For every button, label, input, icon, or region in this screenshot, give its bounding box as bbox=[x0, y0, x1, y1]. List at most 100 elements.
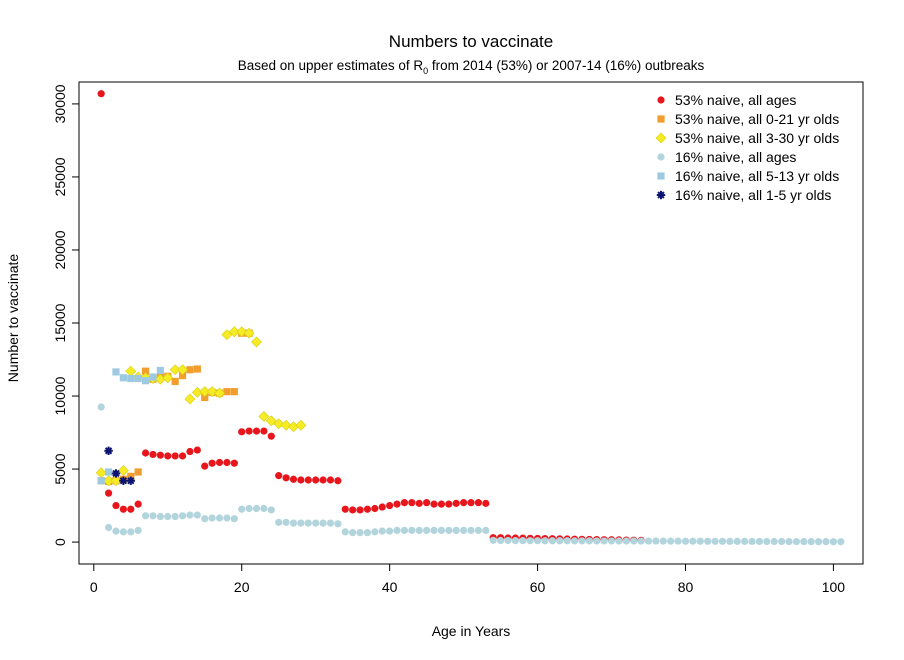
data-point bbox=[393, 526, 401, 535]
data-point bbox=[511, 537, 519, 545]
legend-item: 53% naive, all ages bbox=[657, 92, 796, 108]
data-point bbox=[304, 519, 312, 527]
x-axis-label: Age in Years bbox=[432, 623, 511, 639]
data-point bbox=[215, 514, 224, 522]
data-point bbox=[169, 364, 181, 376]
data-point bbox=[607, 537, 616, 545]
data-point bbox=[585, 537, 593, 545]
data-point bbox=[319, 476, 327, 484]
data-point bbox=[718, 537, 727, 545]
data-point bbox=[600, 537, 608, 545]
data-point bbox=[408, 526, 416, 535]
data-point bbox=[119, 505, 127, 513]
series-1 bbox=[97, 90, 645, 544]
data-point bbox=[437, 500, 446, 508]
data-point bbox=[267, 506, 275, 514]
data-point bbox=[467, 499, 475, 507]
data-point bbox=[289, 519, 298, 527]
x-tick-label: 80 bbox=[678, 579, 694, 595]
chart-subtitle: Based on upper estimates of R0 from 2014… bbox=[238, 58, 705, 76]
data-point bbox=[223, 458, 231, 467]
data-point bbox=[363, 528, 372, 537]
data-point bbox=[134, 468, 142, 476]
data-point bbox=[230, 388, 238, 396]
data-point bbox=[652, 537, 660, 545]
data-point bbox=[474, 499, 482, 507]
legend-marker bbox=[655, 132, 667, 144]
data-point bbox=[223, 514, 231, 522]
data-point bbox=[326, 476, 335, 484]
data-point bbox=[312, 519, 320, 527]
data-point bbox=[275, 518, 283, 526]
data-point bbox=[208, 514, 216, 522]
data-point bbox=[156, 366, 164, 375]
data-point bbox=[178, 371, 187, 380]
data-point bbox=[127, 374, 135, 383]
data-point bbox=[644, 537, 653, 545]
data-point bbox=[452, 499, 460, 507]
data-point bbox=[97, 477, 105, 485]
data-point bbox=[489, 536, 497, 544]
data-point bbox=[295, 419, 307, 431]
data-point bbox=[371, 528, 379, 536]
data-point bbox=[184, 393, 196, 405]
legend-item: 16% naive, all ages bbox=[657, 149, 796, 165]
data-point bbox=[763, 537, 771, 546]
data-point bbox=[119, 374, 127, 382]
legend-marker bbox=[657, 172, 665, 180]
data-point bbox=[748, 537, 756, 546]
data-point bbox=[282, 474, 290, 482]
data-point bbox=[162, 372, 174, 384]
legend-item: 53% naive, all 0-21 yr olds bbox=[657, 111, 839, 127]
data-point bbox=[822, 538, 830, 546]
data-point bbox=[134, 374, 142, 383]
y-tick-label: 10000 bbox=[52, 376, 68, 415]
data-point bbox=[193, 365, 201, 373]
data-point bbox=[482, 526, 490, 535]
data-point bbox=[474, 526, 482, 535]
data-point bbox=[236, 326, 248, 338]
data-point bbox=[326, 519, 335, 527]
legend-marker bbox=[657, 115, 665, 123]
data-point bbox=[356, 506, 364, 514]
data-point bbox=[696, 537, 704, 545]
data-point bbox=[289, 475, 298, 483]
data-point bbox=[445, 526, 453, 535]
data-point bbox=[141, 377, 150, 385]
data-point bbox=[260, 427, 268, 435]
data-point bbox=[541, 537, 549, 545]
data-point bbox=[112, 527, 120, 535]
data-point bbox=[127, 472, 135, 480]
data-point bbox=[593, 537, 601, 545]
legend-label: 16% naive, all 1-5 yr olds bbox=[675, 187, 831, 203]
data-point bbox=[201, 515, 209, 523]
data-point bbox=[104, 523, 113, 532]
data-point bbox=[570, 537, 579, 545]
data-point bbox=[171, 512, 179, 521]
data-point bbox=[630, 537, 638, 545]
data-point bbox=[193, 511, 201, 519]
data-point bbox=[156, 512, 164, 521]
data-point bbox=[371, 504, 379, 513]
data-point bbox=[245, 427, 253, 435]
data-point bbox=[243, 327, 255, 339]
legend-label: 53% naive, all ages bbox=[675, 92, 796, 108]
data-point bbox=[415, 526, 423, 535]
data-point bbox=[681, 537, 690, 545]
data-point bbox=[171, 452, 179, 460]
data-point bbox=[252, 504, 261, 513]
data-point bbox=[97, 403, 105, 411]
data-point bbox=[667, 537, 675, 545]
data-point bbox=[103, 475, 115, 487]
data-point bbox=[228, 326, 240, 338]
data-point bbox=[149, 373, 157, 381]
x-tick-label: 100 bbox=[822, 579, 846, 595]
data-point bbox=[349, 506, 357, 514]
data-point bbox=[104, 446, 113, 456]
data-point bbox=[741, 537, 749, 545]
data-point bbox=[460, 526, 468, 535]
data-point bbox=[178, 452, 187, 460]
chart-title: Numbers to vaccinate bbox=[389, 32, 553, 51]
x-tick-label: 40 bbox=[382, 579, 398, 595]
